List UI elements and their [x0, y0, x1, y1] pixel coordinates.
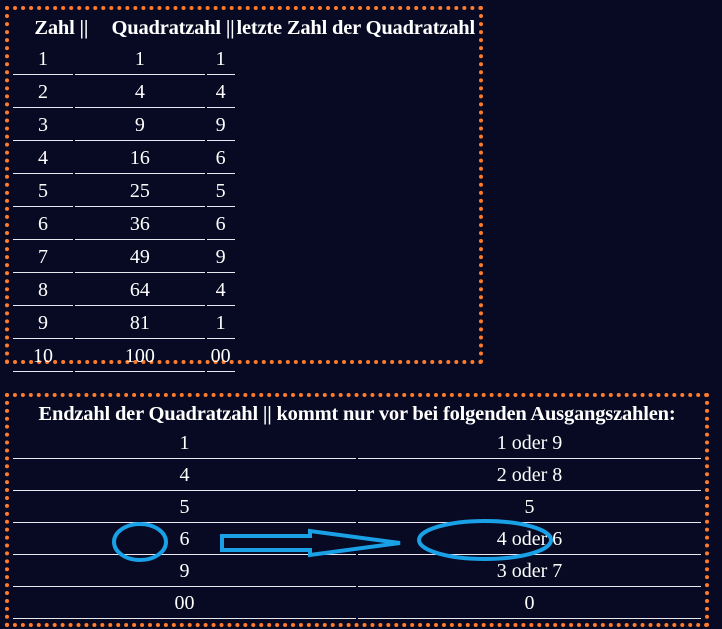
cell-zahl: 10 — [13, 341, 73, 372]
cell-zahl: 9 — [13, 308, 73, 339]
cell-endzahl: 5 — [13, 493, 356, 523]
highlight-ellipse-ausgangszahlen — [417, 519, 553, 561]
header-quadratzahl: Quadratzahl || — [111, 16, 235, 39]
cell-quadratzahl: 49 — [75, 242, 205, 273]
cell-zahl: 1 — [13, 44, 73, 75]
cell-letzte-zahl: 6 — [206, 209, 235, 240]
cell-ausgangszahlen: 1 oder 9 — [358, 429, 701, 459]
table-row: 7 49 9 — [13, 242, 475, 273]
table-row: 10 100 00 — [13, 341, 475, 372]
header-endzahl: Endzahl der Quadratzahl || kommt nur vor… — [38, 402, 676, 425]
cell-zahl: 5 — [13, 176, 73, 207]
squares-table-frame: Zahl || Quadratzahl || letzte Zahl der Q… — [5, 6, 483, 372]
cell-ausgangszahlen: 2 oder 8 — [358, 461, 701, 491]
endings-table-frame: Endzahl der Quadratzahl || kommt nur vor… — [5, 393, 709, 627]
cell-quadratzahl: 16 — [75, 143, 205, 174]
cell-zahl: 8 — [13, 275, 73, 306]
cell-endzahl: 9 — [13, 557, 356, 587]
cell-letzte-zahl: 00 — [206, 341, 235, 372]
cell-quadratzahl: 36 — [75, 209, 205, 240]
cell-quadratzahl: 100 — [75, 341, 205, 372]
cell-endzahl: 00 — [13, 589, 356, 619]
table-row: 4 16 6 — [13, 143, 475, 174]
endings-table-header: Endzahl der Quadratzahl || kommt nur vor… — [13, 401, 701, 427]
header-zahl: Zahl || — [34, 16, 89, 39]
table-row: 9 81 1 — [13, 308, 475, 339]
cell-ausgangszahlen: 0 — [358, 589, 701, 619]
header-letzte-zahl: letzte Zahl der Quadratzahl — [236, 16, 476, 39]
cell-zahl: 4 — [13, 143, 73, 174]
cell-zahl: 2 — [13, 77, 73, 108]
cell-ausgangszahlen: 3 oder 7 — [358, 557, 701, 587]
highlight-ellipse-endzahl — [112, 522, 168, 562]
table-row: 8 64 4 — [13, 275, 475, 306]
cell-endzahl: 1 — [13, 429, 356, 459]
cell-endzahl: 6 — [13, 525, 356, 555]
cell-letzte-zahl: 4 — [206, 77, 235, 108]
cell-ausgangszahlen: 5 — [358, 493, 701, 523]
squares-table-header: Zahl || Quadratzahl || letzte Zahl der Q… — [13, 14, 475, 42]
cell-endzahl: 4 — [13, 461, 356, 491]
cell-zahl: 6 — [13, 209, 73, 240]
cell-letzte-zahl: 4 — [206, 275, 235, 306]
table-row: 00 0 — [13, 589, 701, 619]
cell-quadratzahl: 9 — [75, 110, 205, 141]
cell-letzte-zahl: 1 — [206, 44, 235, 75]
table-row: 6 36 6 — [13, 209, 475, 240]
squares-table: Zahl || Quadratzahl || letzte Zahl der Q… — [11, 12, 477, 374]
cell-letzte-zahl: 1 — [206, 308, 235, 339]
cell-letzte-zahl: 9 — [206, 242, 235, 273]
cell-letzte-zahl: 9 — [206, 110, 235, 141]
cell-quadratzahl: 25 — [75, 176, 205, 207]
cell-letzte-zahl: 6 — [206, 143, 235, 174]
cell-quadratzahl: 81 — [75, 308, 205, 339]
cell-quadratzahl: 4 — [75, 77, 205, 108]
cell-quadratzahl: 64 — [75, 275, 205, 306]
cell-zahl: 3 — [13, 110, 73, 141]
endings-table: Endzahl der Quadratzahl || kommt nur vor… — [11, 399, 703, 621]
cell-zahl: 7 — [13, 242, 73, 273]
highlight-arrow — [220, 528, 401, 558]
cell-quadratzahl: 1 — [75, 44, 205, 75]
table-row: 5 25 5 — [13, 176, 475, 207]
cell-letzte-zahl: 5 — [206, 176, 235, 207]
